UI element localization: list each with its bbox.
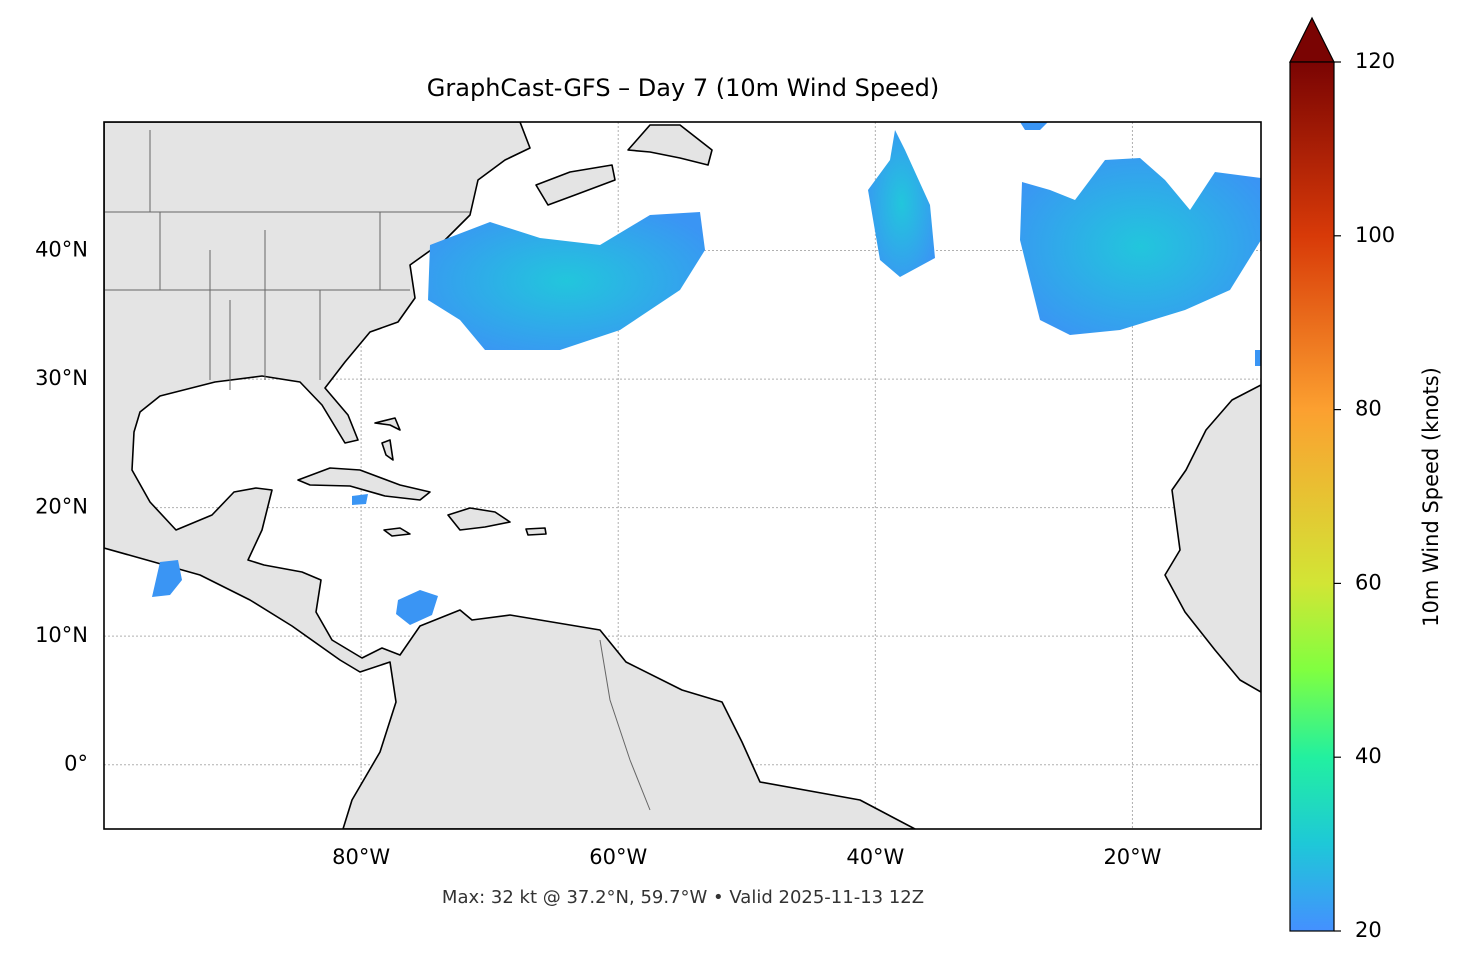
wind-area [868, 130, 935, 277]
wind-field [152, 122, 1261, 625]
hispaniola [447, 507, 511, 531]
colorbar [1289, 16, 1335, 932]
newfoundland [627, 124, 713, 166]
wind-area [1020, 158, 1261, 335]
y-tick-label: 40°N [35, 238, 88, 262]
wind-area [428, 212, 705, 350]
colorbar-tick-label: 40 [1355, 744, 1382, 768]
x-tick-label: 40°W [846, 845, 904, 869]
jamaica [383, 527, 411, 537]
map-title: GraphCast-GFS – Day 7 (10m Wind Speed) [427, 74, 939, 102]
x-tick-label: 80°W [332, 845, 390, 869]
y-tick-label: 10°N [35, 623, 88, 647]
colorbar-label: 10m Wind Speed (knots) [1419, 367, 1443, 627]
y-tick-label: 30°N [35, 366, 88, 390]
x-tick-label: 60°W [589, 845, 647, 869]
colorbar-extend [1289, 16, 1335, 63]
bahamas [374, 417, 401, 461]
cuba [297, 467, 431, 501]
colorbar-tick-label: 120 [1355, 49, 1395, 73]
y-tick-label: 0° [64, 752, 88, 776]
colorbar-bar [1289, 61, 1335, 932]
colorbar-tick-label: 100 [1355, 223, 1395, 247]
colorbar-tick-label: 80 [1355, 397, 1382, 421]
land [104, 122, 1261, 829]
x-tick-label: 20°W [1103, 845, 1161, 869]
map-frame [103, 121, 1262, 830]
y-tick-label: 20°N [35, 495, 88, 519]
africa [1164, 384, 1261, 693]
footnote: Max: 32 kt @ 37.2°N, 59.7°W • Valid 2025… [442, 887, 924, 908]
colorbar-tick-label: 60 [1355, 570, 1382, 594]
state-borders [104, 130, 651, 811]
colorbar-tick-label: 20 [1355, 918, 1382, 942]
americas [104, 122, 916, 829]
nova-scotia [535, 164, 616, 206]
puerto-rico [525, 527, 547, 536]
